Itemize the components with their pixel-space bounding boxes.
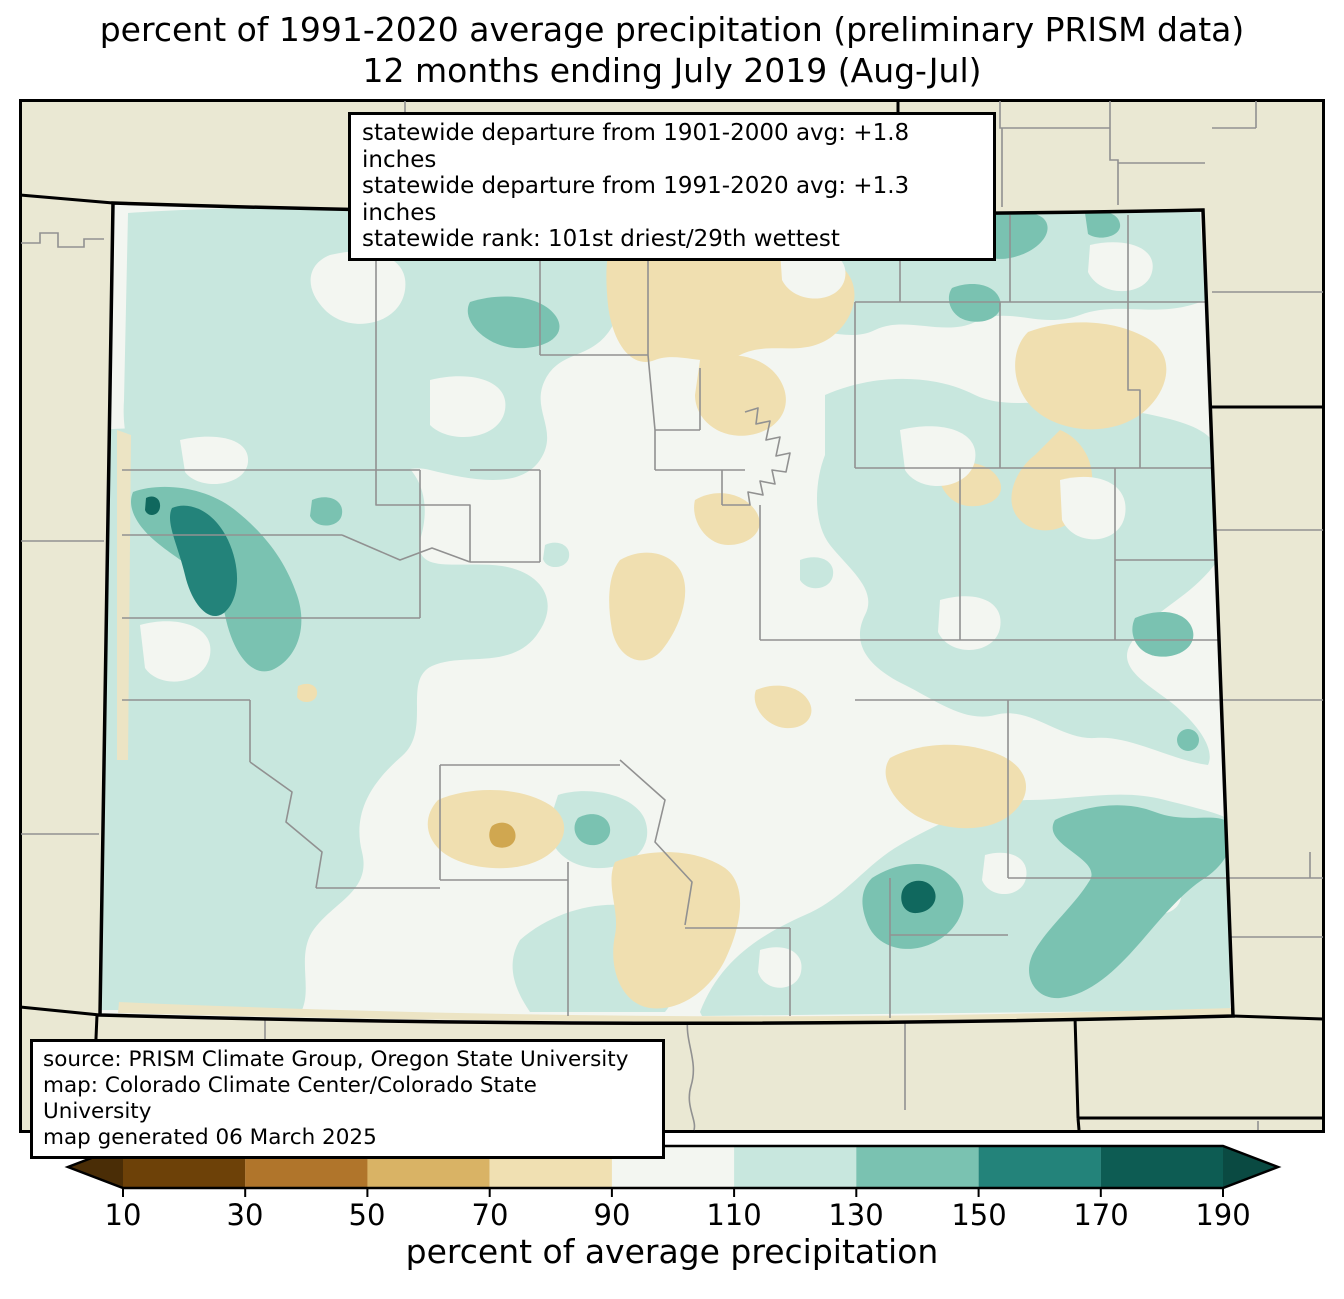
colorbar-tick-label: 30 — [226, 1198, 264, 1232]
source-line-3: map generated 06 March 2025 — [43, 1125, 377, 1150]
colorbar-tick-label: 190 — [1195, 1198, 1251, 1232]
precip-shading — [100, 206, 1233, 1022]
colorbar-ticks — [122, 1188, 1224, 1197]
colorbar-tick-label: 110 — [706, 1198, 762, 1232]
source-line-1: source: PRISM Climate Group, Oregon Stat… — [43, 1047, 629, 1072]
stats-line-2: statewide departure from 1991-2020 avg: … — [362, 173, 910, 226]
colorbar-tick-label: 150 — [951, 1198, 1007, 1232]
colorbar-axis-label: percent of average precipitation — [405, 1232, 939, 1271]
colorbar-tick-label: 170 — [1073, 1198, 1129, 1232]
page-title: percent of 1991-2020 average precipitati… — [99, 10, 1245, 49]
colorbar-extend-right — [1223, 1146, 1278, 1188]
colorbar-tick-label: 70 — [471, 1198, 509, 1232]
stats-box: statewide departure from 1901-2000 avg: … — [348, 112, 996, 261]
colorbar-tick-label: 130 — [828, 1198, 884, 1232]
colorbar-tick-label: 50 — [348, 1198, 386, 1232]
colorbar — [64, 1144, 1282, 1197]
teal-dark-blobs — [145, 496, 936, 914]
stats-line-1: statewide departure from 1901-2000 avg: … — [362, 120, 910, 173]
source-box: source: PRISM Climate Group, Oregon Stat… — [30, 1039, 665, 1159]
colorado-county-lines — [122, 207, 1230, 1018]
page-subtitle: 12 months ending July 2019 (Aug-Jul) — [362, 51, 982, 90]
source-line-2: map: Colorado Climate Center/Colorado St… — [43, 1073, 537, 1124]
colorbar-tick-label: 10 — [104, 1198, 142, 1232]
colorbar-tick-label: 90 — [593, 1198, 631, 1232]
stats-line-3: statewide rank: 101st driest/29th wettes… — [362, 226, 840, 252]
